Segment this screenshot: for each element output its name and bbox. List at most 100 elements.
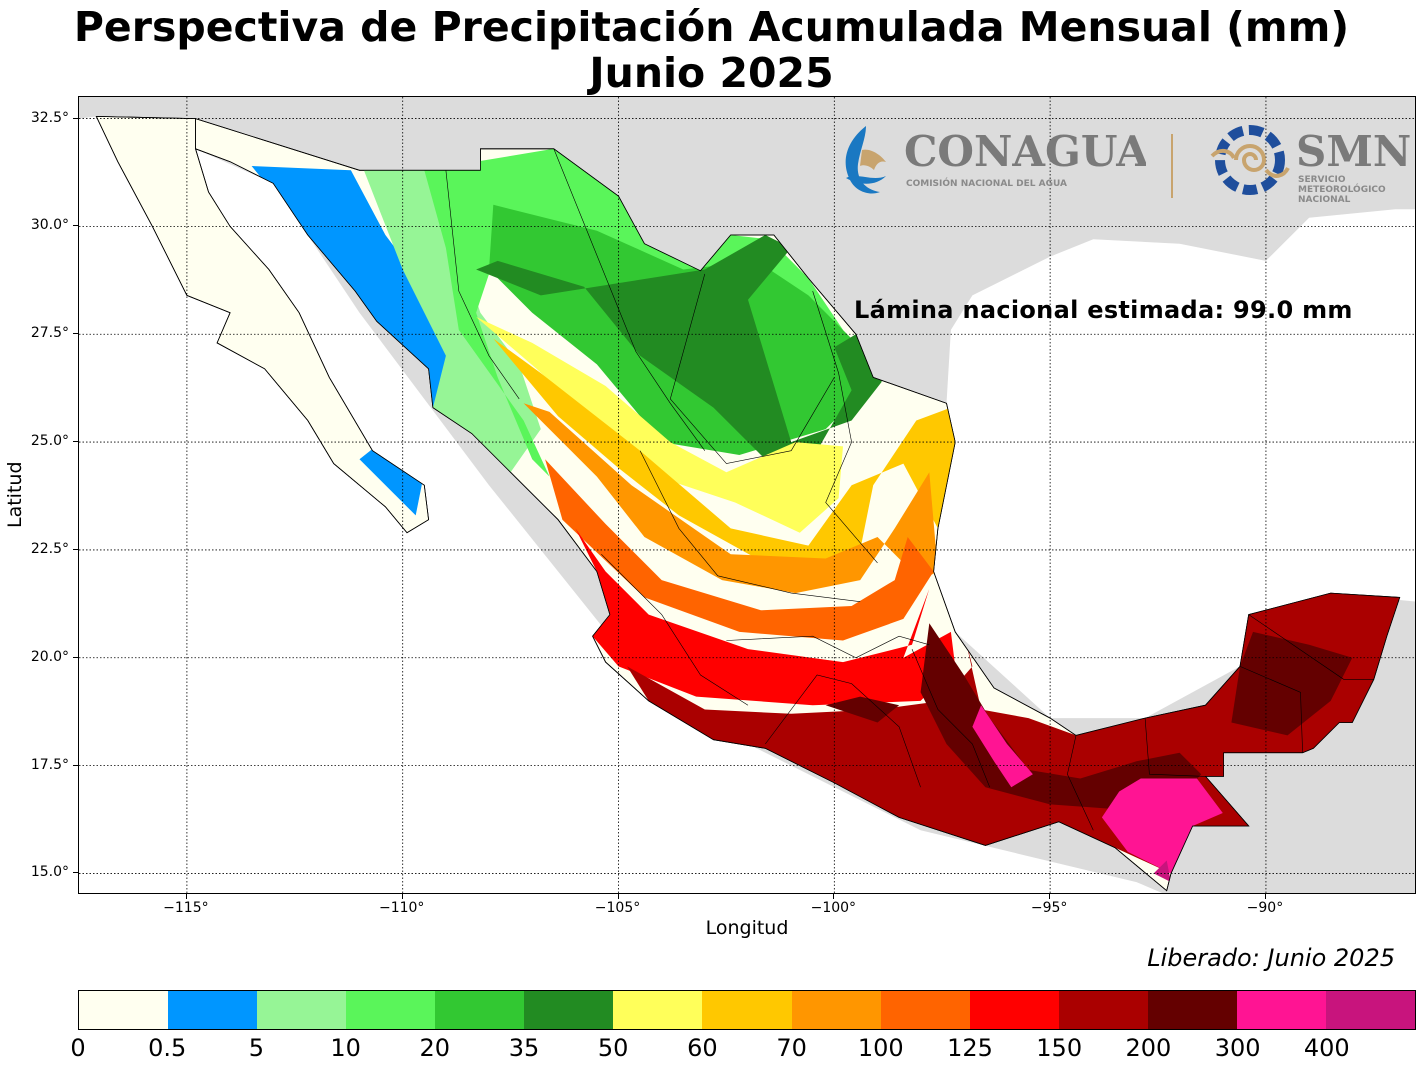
colorbar-label: 300 [1214,1034,1261,1062]
lon-tick-label: −100° [810,900,857,916]
state-border-10 [1144,718,1206,777]
colorbar-label: 100 [857,1034,904,1062]
mexico-outline [95,115,1401,892]
state-border-8 [911,648,990,788]
gulf-of-mexico [933,209,1415,719]
lon-tick-label: −95° [1030,900,1068,916]
colorbar-segment-1 [168,991,258,1029]
colorbar-segment-14 [1325,991,1415,1029]
colorbar-segment-13 [1236,991,1326,1029]
lon-tick-label: −115° [163,900,209,916]
lat-tick-label: 22.5° [30,540,69,557]
lon-tick-mark [617,894,619,899]
smn-subtitle-3: NACIONAL [1298,195,1351,205]
precipitation-bands [251,148,1400,883]
lat-tick-label: 30.0° [30,217,69,234]
state-border-6 [726,635,930,659]
lat-tick-mark [73,548,78,550]
smn-name: SMN [1296,127,1410,176]
lat-tick-mark [73,656,78,658]
precip-band-12 [920,623,1202,813]
state-border-7 [765,674,921,788]
lon-tick-mark [1049,894,1051,899]
lon-tick-label: −90° [1246,900,1284,916]
colorbar-label: 35 [508,1034,540,1062]
state-border-5 [601,553,749,706]
y-axis-label: Latitud [4,461,26,528]
lat-tick-mark [73,117,78,119]
precip-band-7 [493,338,956,581]
precip-band-15 [972,705,1033,788]
map-title: Perspectiva de Precipitación Acumulada M… [73,3,1350,51]
map-plot-area [78,96,1416,894]
lat-tick-mark [73,872,78,874]
lat-tick-label: 32.5° [30,109,69,126]
lat-tick-mark [73,764,78,766]
logo-separator [1171,134,1173,198]
colorbar-label: 125 [947,1034,993,1062]
colorbar [78,990,1416,1030]
lon-tick-label: −110° [378,900,425,916]
precip-band-1 [359,442,425,516]
precip-band-16 [1101,778,1223,874]
colorbar-label: 70 [776,1034,807,1062]
map-grid [79,97,1415,893]
colorbar-label: 200 [1125,1034,1172,1062]
colorbar-label: 0.5 [148,1034,187,1062]
lat-tick-label: 25.0° [30,433,69,450]
map-subtitle: Junio 2025 [589,49,834,97]
x-axis-label: Longitud [705,917,789,939]
lon-tick-mark [833,894,835,899]
colorbar-segment-0 [79,991,169,1029]
lon-tick-label: −105° [594,900,641,916]
state-borders [445,148,1374,831]
state-border-12 [1248,614,1374,680]
colorbar-segment-11 [1058,991,1148,1029]
lon-tick-mark [185,894,187,899]
colorbar-label: 20 [419,1034,451,1062]
smn-subtitle-1: SERVICIO [1298,175,1346,185]
smn-subtitle-2: METEOROLÓGICO [1298,183,1386,195]
colorbar-segment-6 [613,991,703,1029]
state-border-9 [1067,735,1094,831]
state-border-1 [553,148,706,451]
colorbar-label: 60 [687,1034,718,1062]
release-date-label: Liberado: Junio 2025 [1147,944,1395,972]
colorbar-label: 400 [1303,1034,1350,1062]
state-border-4 [639,450,861,602]
precip-band-2 [363,170,541,473]
lat-tick-label: 27.5° [30,325,69,342]
colorbar-segment-9 [880,991,970,1029]
state-border-2 [669,273,835,464]
precip-band-5 [476,235,882,464]
colorbar-segment-12 [1147,991,1237,1029]
colorbar-segment-8 [791,991,881,1029]
lat-tick-label: 17.5° [30,756,69,773]
colorbar-segment-5 [524,991,614,1029]
colorbar-label: 0 [70,1034,86,1062]
precip-band-6 [476,317,843,533]
conagua-subtitle: COMISIÓN NACIONAL DEL AGUA [906,177,1067,189]
colorbar-label: 10 [330,1034,361,1062]
colorbar-label: 5 [248,1034,265,1062]
lat-tick-label: 20.0° [30,648,69,665]
national-estimate-label: Lámina nacional estimada: 99.0 mm [854,296,1353,324]
colorbar-label: 50 [597,1034,629,1062]
conagua-logo: CONAGUA COMISIÓN NACIONAL DEL AGUA [845,126,1146,194]
colorbar-segment-4 [435,991,525,1029]
precip-band-14 [825,696,900,723]
lon-tick-mark [401,894,403,899]
lat-tick-mark [73,225,78,227]
precipitation-map [79,97,1415,893]
lat-tick-mark [73,333,78,335]
lon-tick-mark [1264,894,1266,899]
colorbar-label: 150 [1036,1034,1083,1062]
conagua-name: CONAGUA [904,127,1146,176]
precip-band-8 [523,403,938,594]
state-border-3 [812,291,878,564]
pacific-ocean [79,116,1163,893]
state-border-11 [1239,666,1303,753]
precip-band-17 [1153,860,1171,883]
lat-tick-label: 15.0° [30,864,69,881]
colorbar-segment-10 [969,991,1059,1029]
